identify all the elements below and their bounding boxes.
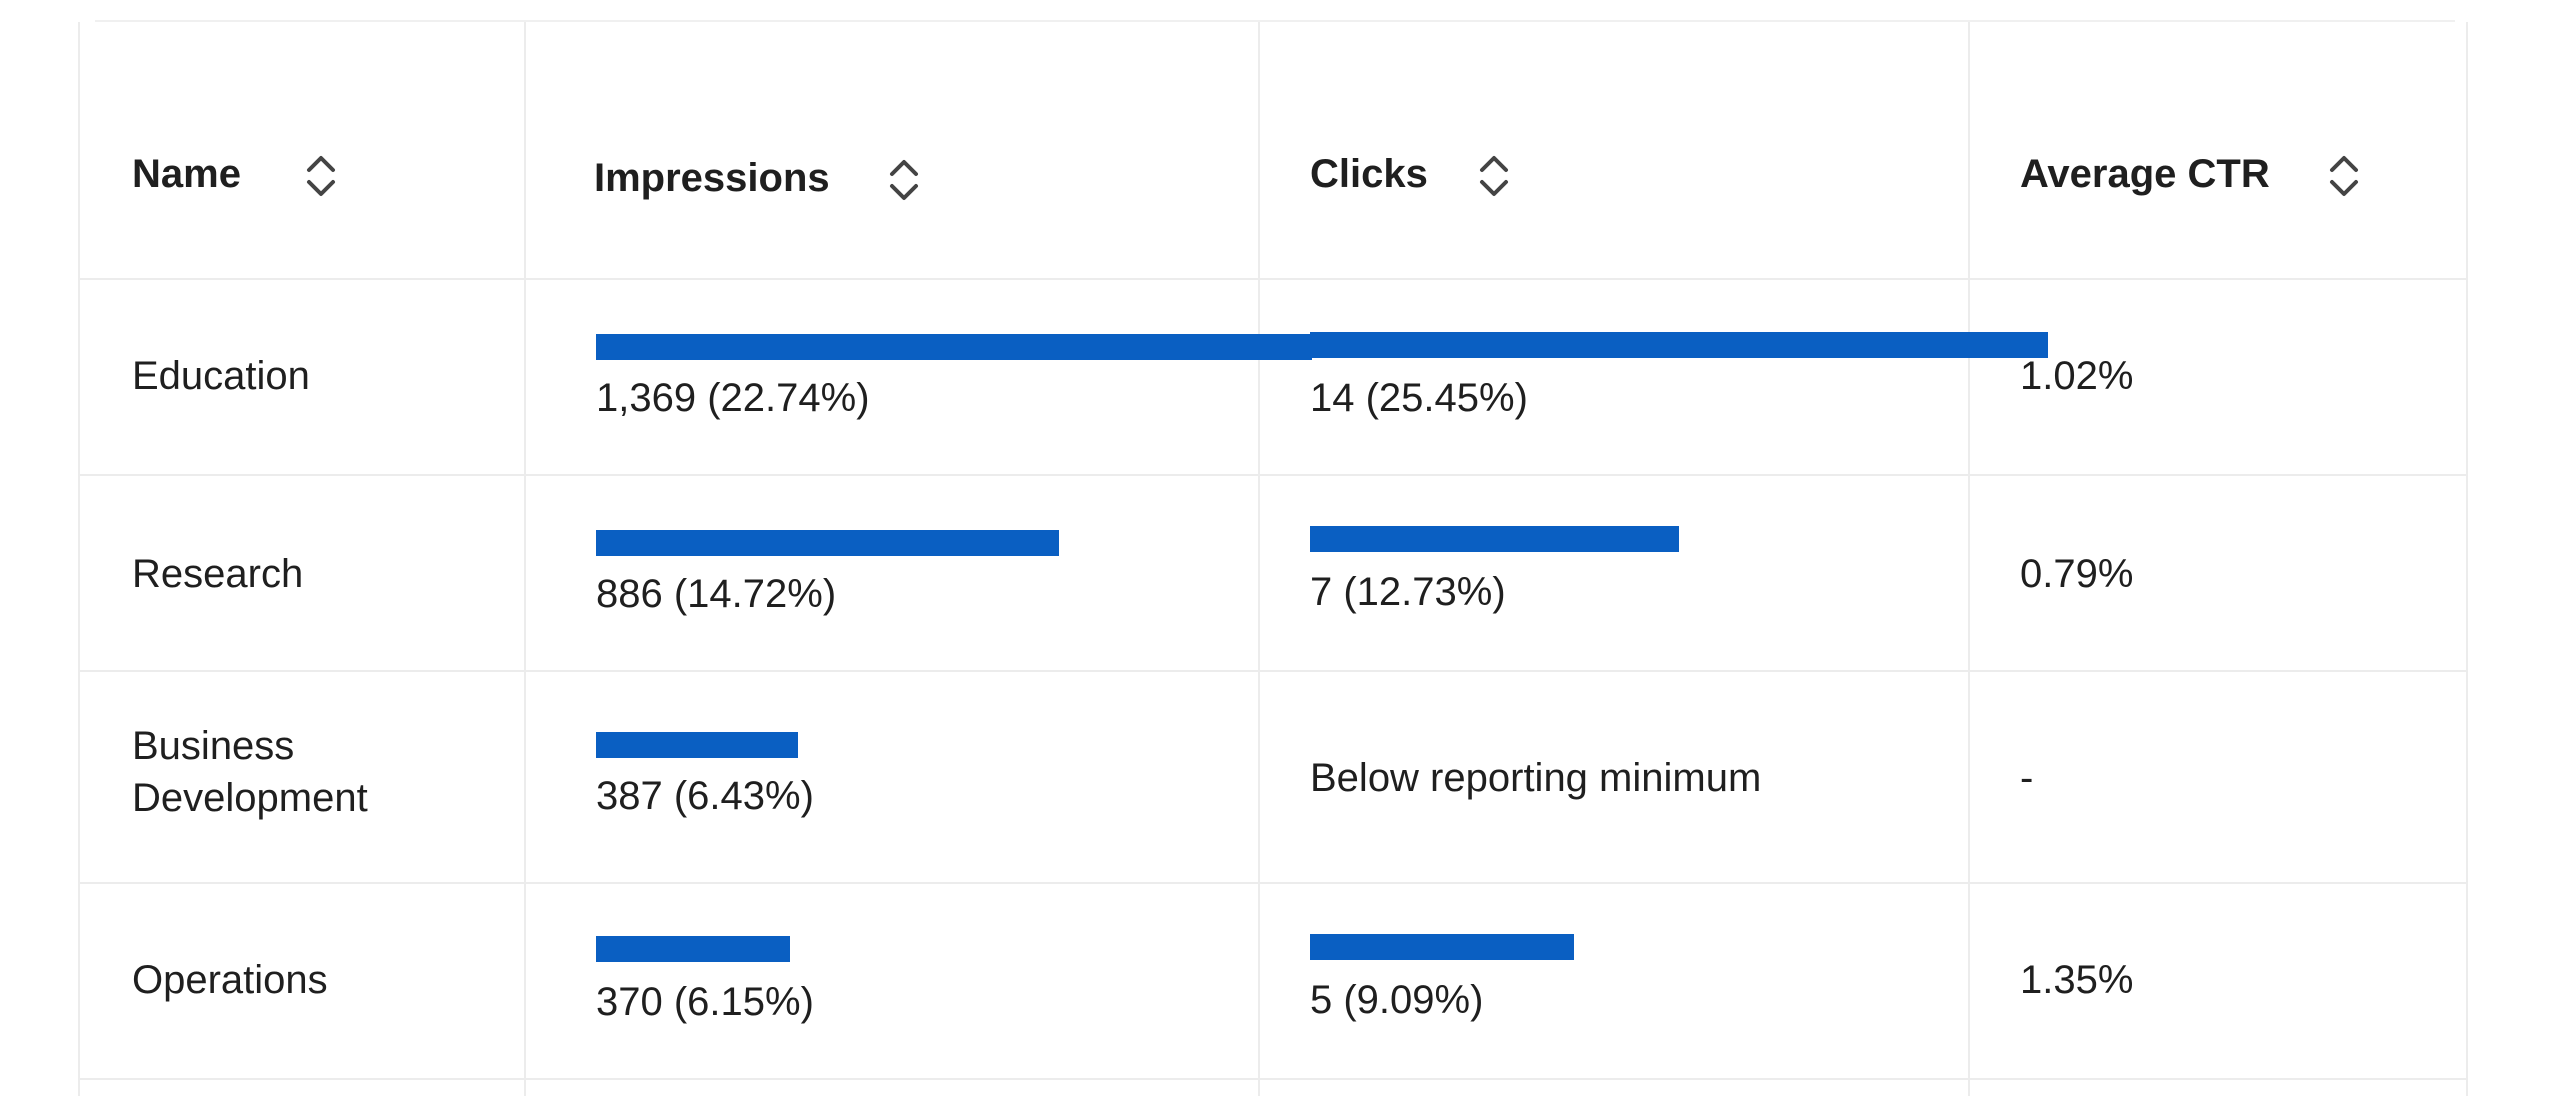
impressions-bar [596, 936, 790, 962]
column-divider [1968, 22, 1970, 1096]
ctr-value: 0.79% [2020, 552, 2134, 596]
sort-icon[interactable] [2326, 152, 2362, 200]
impressions-bar [596, 334, 1312, 360]
sort-icon[interactable] [303, 152, 339, 200]
ctr-value: 1.02% [2020, 354, 2134, 398]
table-row[interactable]: Education 1,369 (22.74%) 14 (25.45%) 1.0… [80, 278, 2466, 476]
sort-icon[interactable] [886, 156, 922, 204]
impressions-value: 370 (6.15%) [596, 980, 814, 1024]
clicks-bar [1310, 526, 1679, 552]
row-name-line-1: Business [132, 724, 295, 768]
column-header-average-ctr[interactable]: Average CTR [2020, 152, 2270, 196]
clicks-bar [1310, 332, 2048, 358]
row-name: Operations [132, 958, 328, 1002]
top-divider [95, 20, 2455, 22]
clicks-bar [1310, 934, 1574, 960]
column-header-impressions[interactable]: Impressions [594, 156, 830, 200]
table-header: Name Impressions Clicks Average CTR [80, 22, 2466, 280]
clicks-below-minimum: Below reporting minimum [1310, 756, 1762, 800]
row-name-line-2: Development [132, 776, 368, 820]
clicks-value: 14 (25.45%) [1310, 376, 1528, 420]
column-header-name[interactable]: Name [132, 152, 241, 196]
clicks-value: 7 (12.73%) [1310, 570, 1506, 614]
row-name: Research [132, 552, 304, 596]
ctr-value: - [2020, 756, 2034, 800]
table-row[interactable]: Operations 370 (6.15%) 5 (9.09%) 1.35% [80, 882, 2466, 1080]
column-divider [524, 22, 526, 1096]
clicks-value: 5 (9.09%) [1310, 978, 1484, 1022]
impressions-bar [596, 732, 798, 758]
table-row[interactable]: Research 886 (14.72%) 7 (12.73%) 0.79% [80, 474, 2466, 672]
column-header-clicks[interactable]: Clicks [1310, 152, 1428, 196]
impressions-bar [596, 530, 1059, 556]
ctr-value: 1.35% [2020, 958, 2134, 1002]
table-row[interactable]: Business Development 387 (6.43%) Below r… [80, 670, 2466, 884]
data-table: Name Impressions Clicks Average CTR Educ… [78, 22, 2468, 1096]
impressions-value: 1,369 (22.74%) [596, 376, 870, 420]
row-name: Education [132, 354, 310, 398]
impressions-value: 387 (6.43%) [596, 774, 814, 818]
impressions-value: 886 (14.72%) [596, 572, 837, 616]
column-divider [1258, 22, 1260, 1096]
sort-icon[interactable] [1476, 152, 1512, 200]
